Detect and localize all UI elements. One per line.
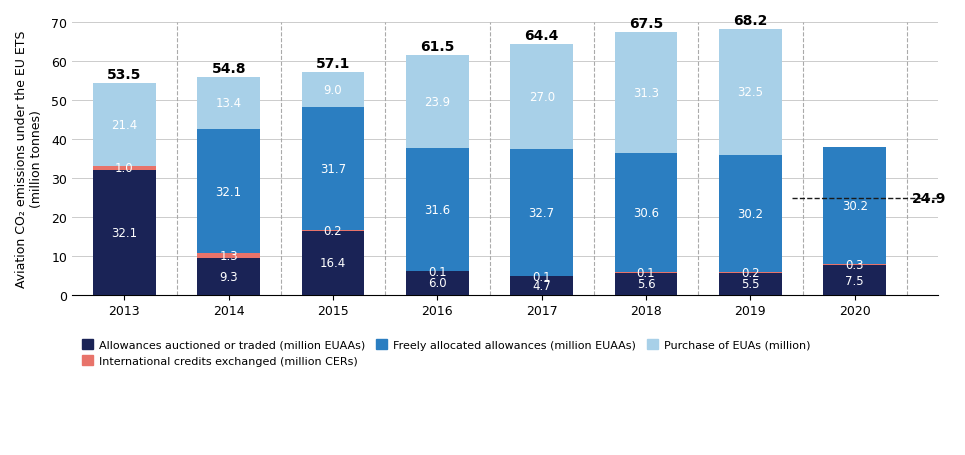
Text: 9.0: 9.0 [323, 84, 343, 96]
Bar [615, 33, 677, 154]
Text: 30.6: 30.6 [633, 207, 659, 220]
Bar [615, 273, 677, 295]
Text: 64.4: 64.4 [525, 29, 559, 43]
Text: 32.5: 32.5 [737, 86, 763, 99]
Text: 0.2: 0.2 [323, 224, 343, 238]
Bar [510, 150, 573, 276]
Bar [302, 231, 365, 295]
Text: 0.1: 0.1 [533, 270, 551, 283]
Bar [719, 273, 782, 295]
Text: 31.3: 31.3 [633, 87, 659, 100]
Bar [198, 259, 260, 295]
Text: 53.5: 53.5 [107, 68, 142, 81]
Text: 5.5: 5.5 [741, 278, 759, 291]
Legend: Allowances auctioned or traded (million EUAAs), International credits exchanged : Allowances auctioned or traded (million … [78, 335, 814, 371]
Text: 31.6: 31.6 [425, 203, 451, 217]
Bar [719, 30, 782, 156]
Text: 68.2: 68.2 [733, 14, 767, 28]
Text: 67.5: 67.5 [629, 17, 663, 31]
Text: 54.8: 54.8 [211, 61, 246, 76]
Text: 31.7: 31.7 [320, 162, 346, 176]
Bar [510, 277, 573, 295]
Bar [406, 272, 469, 295]
Text: 27.0: 27.0 [529, 91, 555, 104]
Bar [198, 129, 260, 254]
Text: 57.1: 57.1 [316, 57, 350, 71]
Bar [302, 73, 365, 108]
Text: 1.0: 1.0 [115, 162, 134, 175]
Bar [510, 45, 573, 150]
Text: 32.7: 32.7 [529, 207, 555, 219]
Text: 9.3: 9.3 [219, 270, 238, 283]
Bar [823, 147, 886, 265]
Bar [719, 156, 782, 273]
Text: 32.1: 32.1 [215, 185, 242, 198]
Text: 4.7: 4.7 [533, 279, 551, 293]
Text: 6.0: 6.0 [428, 277, 447, 290]
Text: 24.9: 24.9 [912, 192, 947, 205]
Text: 1.3: 1.3 [219, 250, 238, 263]
Bar [406, 149, 469, 271]
Text: 32.1: 32.1 [111, 226, 137, 239]
Bar [198, 254, 260, 259]
Bar [615, 154, 677, 273]
Bar [93, 84, 155, 167]
Bar [302, 108, 365, 231]
Text: 61.5: 61.5 [420, 40, 455, 54]
Bar [823, 265, 886, 266]
Bar [198, 77, 260, 129]
Text: 0.1: 0.1 [428, 265, 447, 278]
Text: 0.3: 0.3 [845, 259, 864, 272]
Bar [823, 266, 886, 295]
Text: 21.4: 21.4 [111, 119, 137, 131]
Text: 30.2: 30.2 [737, 208, 763, 221]
Text: 7.5: 7.5 [845, 274, 864, 287]
Text: 13.4: 13.4 [215, 97, 242, 110]
Text: 23.9: 23.9 [425, 96, 451, 109]
Y-axis label: Aviation CO₂ emissions under the EU ETS
(million tonnes): Aviation CO₂ emissions under the EU ETS … [15, 31, 43, 288]
Text: 0.1: 0.1 [637, 267, 655, 279]
Text: 16.4: 16.4 [320, 257, 346, 270]
Bar [93, 167, 155, 171]
Bar [406, 56, 469, 149]
Text: 0.2: 0.2 [741, 267, 759, 280]
Text: 30.2: 30.2 [841, 200, 868, 212]
Text: 5.6: 5.6 [637, 278, 655, 291]
Bar [93, 171, 155, 295]
